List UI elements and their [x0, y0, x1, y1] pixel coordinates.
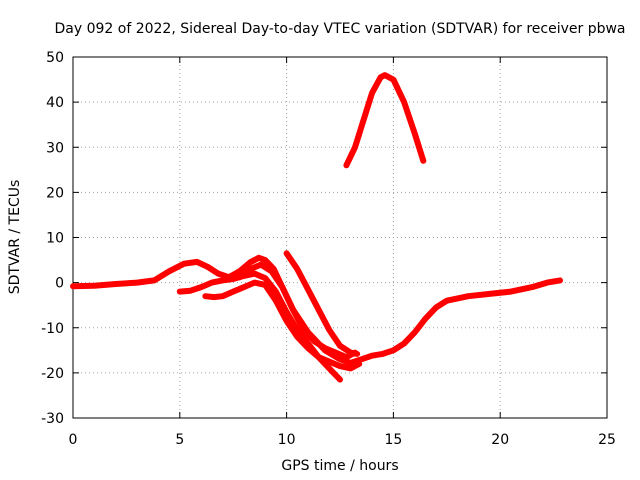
y-tick-label: -10: [41, 321, 64, 337]
x-tick-label: 20: [491, 432, 509, 448]
series-line-track-5: [283, 250, 361, 357]
y-tick-label: -20: [41, 366, 64, 382]
series-line-track-3: [202, 279, 363, 372]
y-axis-label: SDTVAR / TECUs: [7, 180, 23, 295]
y-tick-label: 10: [46, 231, 64, 247]
chart-title: Day 092 of 2022, Sidereal Day-to-day VTE…: [54, 21, 625, 37]
series-line-track-2: [176, 270, 343, 383]
x-tick-label: 15: [384, 432, 402, 448]
x-tick-label: 0: [69, 432, 78, 448]
y-tick-label: 0: [55, 276, 64, 292]
series-line-track-4: [236, 261, 358, 361]
y-tick-label: -30: [41, 411, 64, 427]
x-tick-label: 10: [278, 432, 296, 448]
y-tick-label: 30: [46, 140, 64, 156]
x-tick-label: 25: [598, 432, 616, 448]
data-series: [70, 72, 563, 383]
y-tick-label: 20: [46, 185, 64, 201]
y-tick-label: 50: [46, 50, 64, 66]
y-tick-label: 40: [46, 95, 64, 111]
x-tick-label: 5: [175, 432, 184, 448]
axis-ticks: 0 5 10 15 20 25 -30 -20 -10 0 10 20 30 40 50: [41, 50, 616, 448]
series-line-track-peak: [343, 72, 427, 169]
gridlines: [73, 57, 607, 418]
x-axis-label: GPS time / hours: [281, 458, 398, 474]
